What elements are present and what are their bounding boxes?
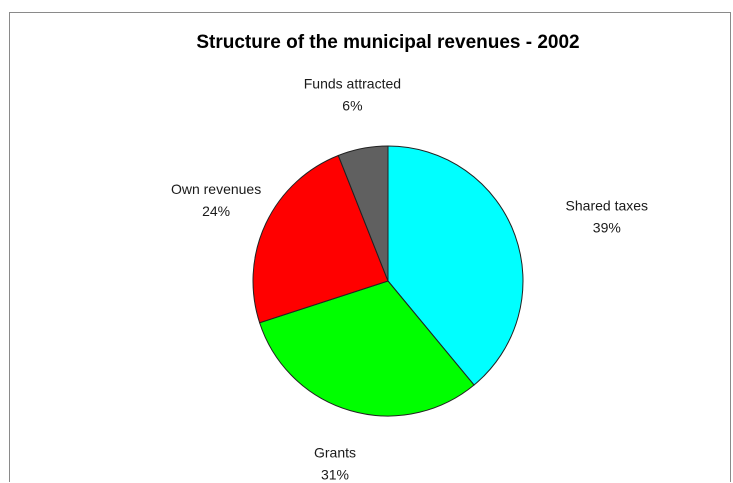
slice-percent-own-revenues: 24% xyxy=(202,203,230,219)
pie-slice-funds-attracted xyxy=(337,145,389,282)
pie-labels: Shared taxes 39% Grants 31% Own revenues 24% F… xyxy=(171,75,648,482)
slice-label-funds-attracted: Funds attracted xyxy=(304,75,401,91)
chart-title: Structure of the municipal revenues - 20… xyxy=(196,32,579,53)
pie-slice-own-revenues xyxy=(252,154,389,324)
slice-label-shared-taxes: Shared taxes xyxy=(566,198,649,214)
slice-percent-grants: 31% xyxy=(321,467,349,483)
slice-percent-shared-taxes: 39% xyxy=(593,220,621,236)
pie-slice-grants xyxy=(258,280,475,417)
slice-label-own-revenues: Own revenues xyxy=(171,181,261,197)
pie-chart: Structure of the municipal revenues - 20… xyxy=(171,32,648,483)
pie-slice-shared-taxes xyxy=(387,145,524,386)
slice-percent-funds-attracted: 6% xyxy=(342,97,362,113)
pie-slices xyxy=(252,145,524,417)
chart-frame: Structure of the municipal revenues - 20… xyxy=(9,12,731,483)
slice-label-grants: Grants xyxy=(314,445,356,461)
